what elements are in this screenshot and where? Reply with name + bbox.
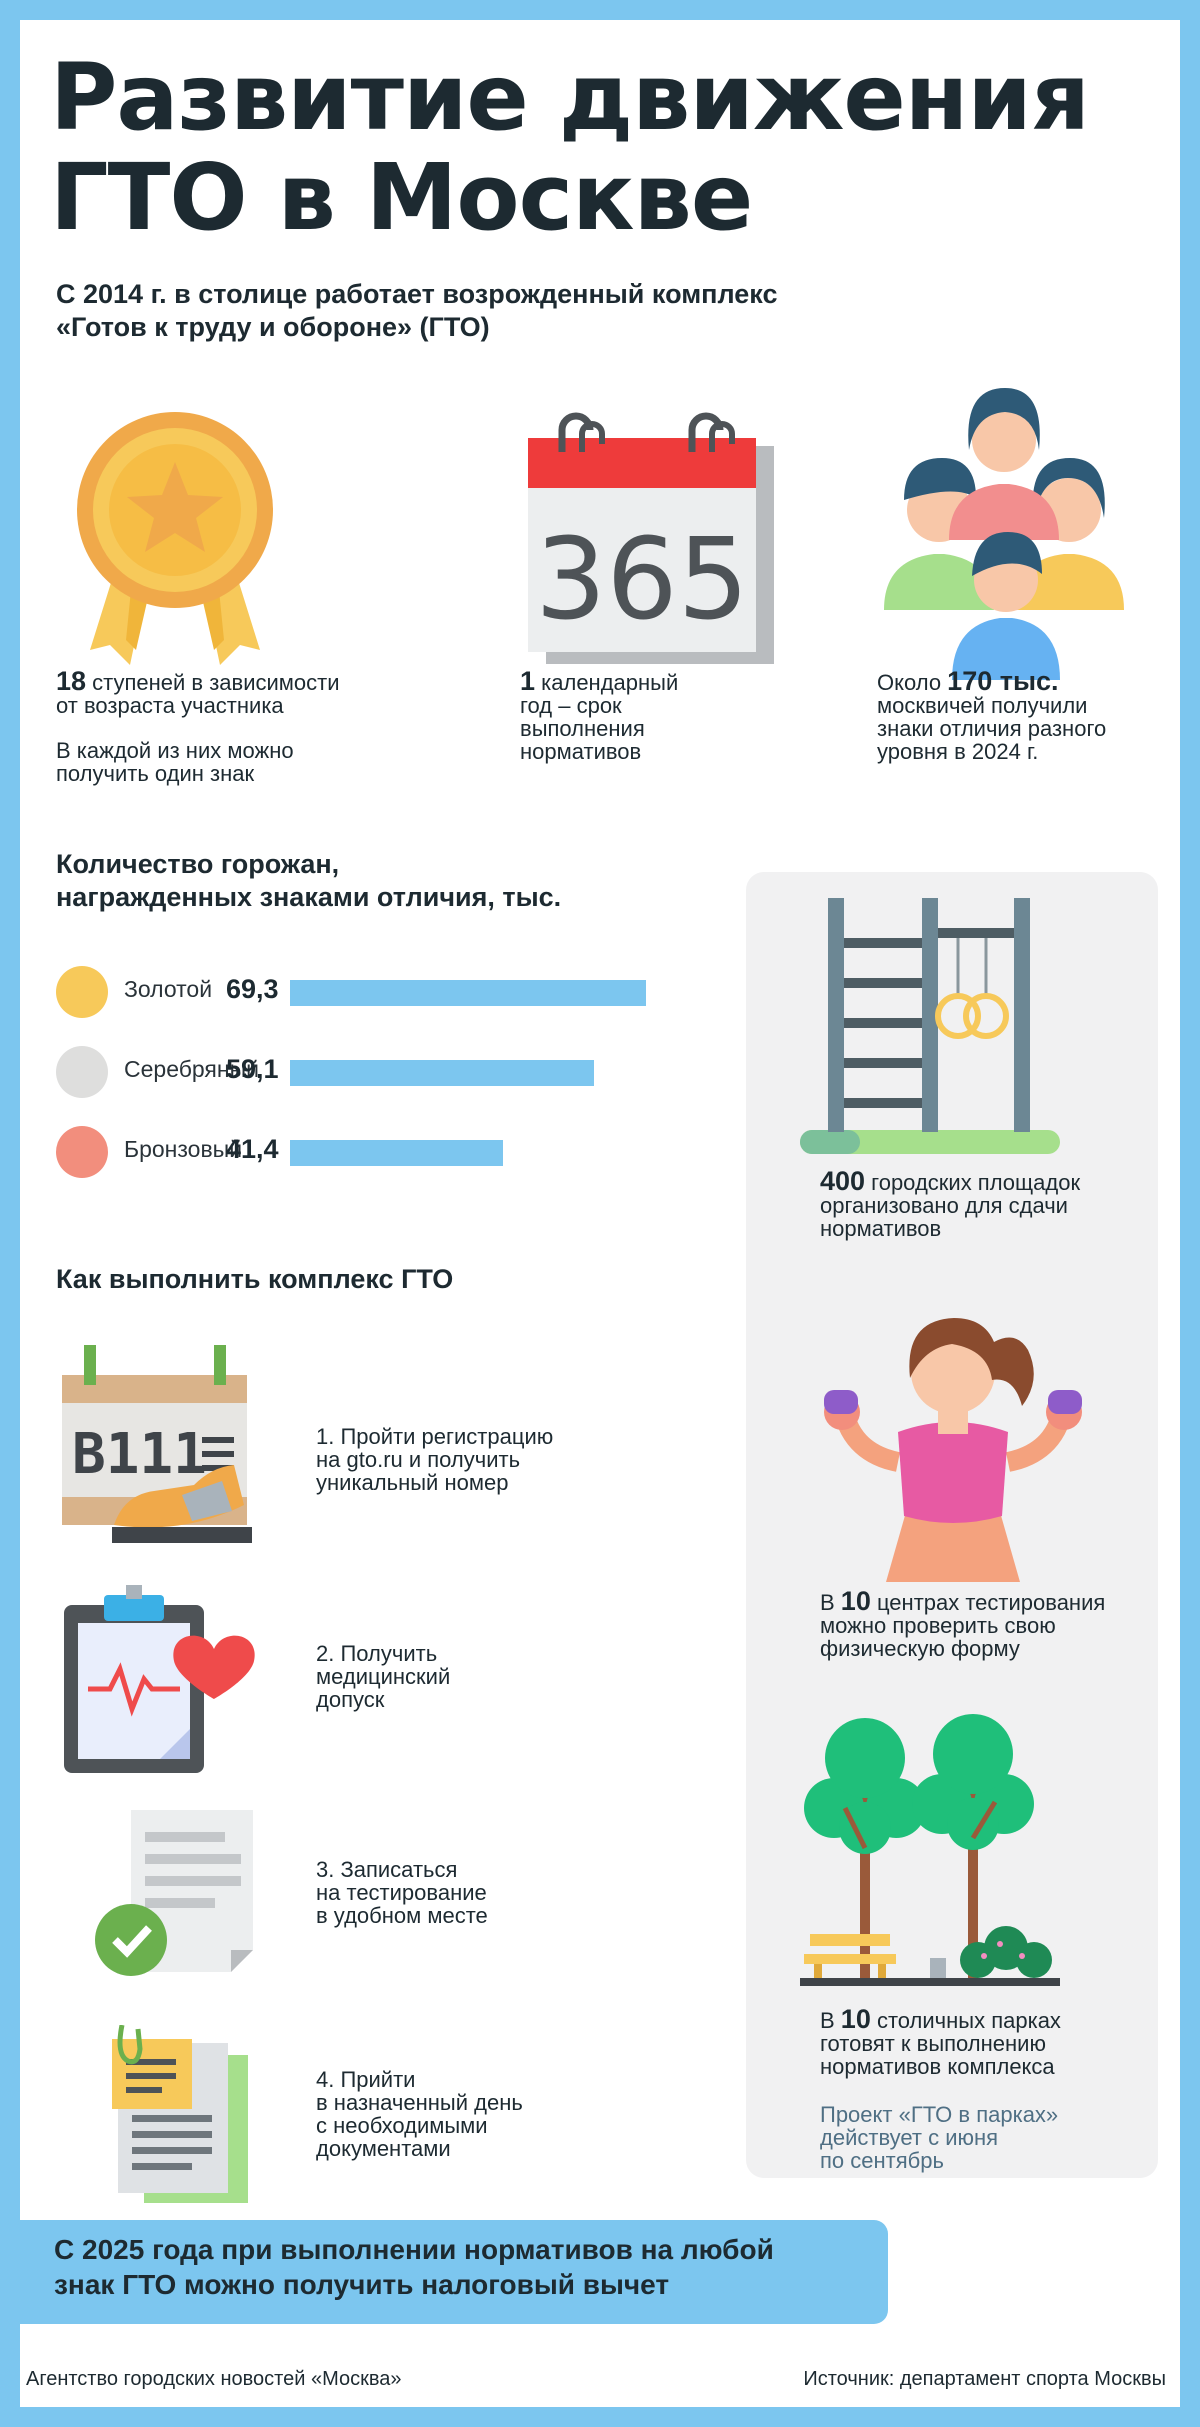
medical-clipboard-icon xyxy=(64,1585,255,1773)
tax-deduction-text: С 2025 года при выполнении нормативов на… xyxy=(54,2234,774,2300)
silver-dot xyxy=(56,1046,108,1098)
bronze-bar xyxy=(290,1140,503,1166)
footer-source: Источник: департамент спорта Москвы xyxy=(803,2368,1166,2390)
page-subtitle: С 2014 г. в столице работает возрожденны… xyxy=(56,279,778,342)
calendar-icon: 365 xyxy=(528,412,774,664)
gold-bar xyxy=(290,980,646,1006)
fact-stages: 18 ступеней в зависимости от возраста уч… xyxy=(56,666,340,786)
gold-label: Золотой xyxy=(124,976,213,1002)
infographic-page: Развитие движения ГТО в Москве С 2014 г.… xyxy=(20,20,1180,2407)
documents-stack-icon xyxy=(112,2025,248,2203)
awards-chart: Золотой 69,3 Серебряный 59,1 Бронзовый 4… xyxy=(56,960,706,1200)
step-3-text: 3. Записаться на тестирование в удобном … xyxy=(316,1857,488,1928)
awards-title: Количество горожан, награжденных знаками… xyxy=(56,849,562,912)
gold-value: 69,3 xyxy=(226,974,279,1004)
runner-number-icon: B111 xyxy=(62,1345,252,1543)
sites-text: 400 городских площадок организовано для … xyxy=(820,1166,1081,1241)
silver-value: 59,1 xyxy=(226,1054,279,1084)
park-icon xyxy=(800,1714,1060,1986)
bronze-dot xyxy=(56,1126,108,1178)
parks-text: В 10 столичных парках готовят к выполнен… xyxy=(820,2004,1061,2079)
step-4-text: 4. Прийти в назначенный день с необходим… xyxy=(316,2067,523,2161)
calendar-number: 365 xyxy=(535,515,749,645)
step-1-text: 1. Пройти регистрацию на gto.ru и получи… xyxy=(316,1424,554,1495)
fact-year: 1 календарный год – срок выполнения норм… xyxy=(520,666,679,764)
bib-number: B111 xyxy=(72,1422,207,1487)
bronze-label: Бронзовый xyxy=(124,1136,243,1162)
page-title: Развитие движения ГТО в Москве xyxy=(50,44,1090,251)
tax-deduction-banner xyxy=(20,2220,888,2324)
parks-note: Проект «ГТО в парках» действует с июня п… xyxy=(820,2102,1059,2173)
bronze-value: 41,4 xyxy=(226,1134,279,1164)
fact-people: Около 170 тыс. москвичей получили знаки … xyxy=(877,666,1107,764)
footer-agency: Агентство городских новостей «Москва» xyxy=(26,2368,402,2390)
silver-label: Серебряный xyxy=(124,1056,259,1082)
howto-title: Как выполнить комплекс ГТО xyxy=(56,1264,454,1294)
medal-icon xyxy=(77,412,273,665)
people-group-icon xyxy=(884,388,1124,680)
document-check-icon xyxy=(95,1810,253,1976)
step-2-text: 2. Получить медицинский допуск xyxy=(316,1641,451,1712)
silver-bar xyxy=(290,1060,594,1086)
gold-dot xyxy=(56,966,108,1018)
playground-bars-icon xyxy=(800,898,1060,1154)
centers-text: В 10 центрах тестирования можно проверит… xyxy=(820,1586,1106,1661)
athlete-woman-icon xyxy=(824,1318,1082,1582)
